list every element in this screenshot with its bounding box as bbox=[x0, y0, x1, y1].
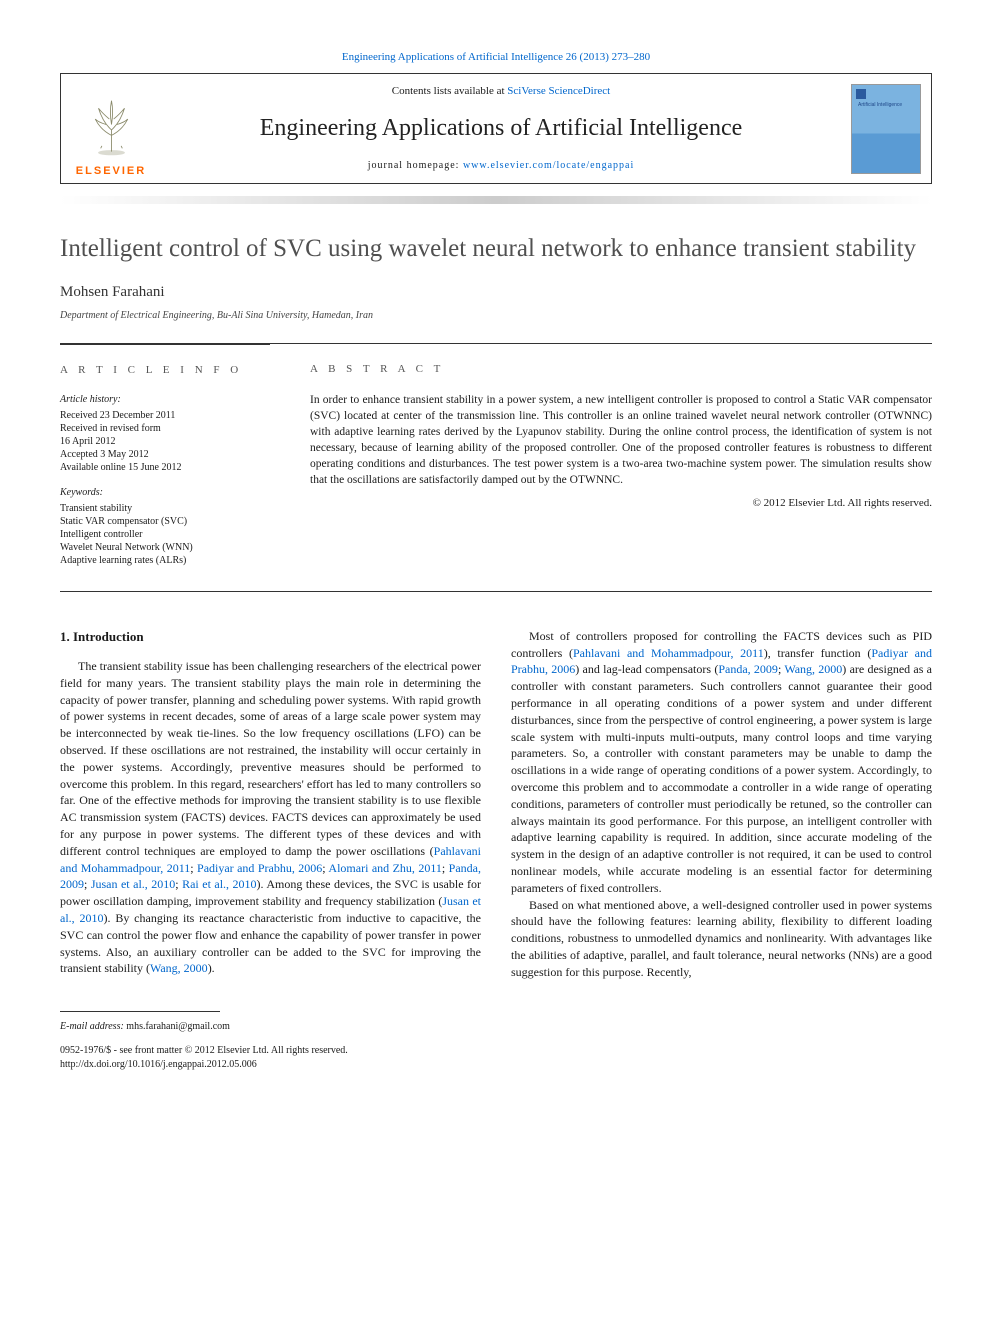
citation-link[interactable]: Alomari and Zhu, 2011 bbox=[328, 861, 442, 875]
elsevier-tree-icon bbox=[76, 90, 146, 160]
keyword-item: Transient stability bbox=[60, 502, 270, 515]
citation-link[interactable]: Jusan et al., 2010 bbox=[91, 877, 175, 891]
article-title: Intelligent control of SVC using wavelet… bbox=[60, 234, 932, 264]
footer-rule bbox=[60, 1011, 220, 1012]
body-paragraph: Based on what mentioned above, a well-de… bbox=[511, 897, 932, 981]
footer-block: E-mail address: mhs.farahani@gmail.com 0… bbox=[60, 1020, 932, 1072]
citation-link[interactable]: Panda, 2009 bbox=[718, 662, 778, 676]
article-info-block: A R T I C L E I N F O Article history: R… bbox=[60, 344, 270, 566]
contents-available-line: Contents lists available at SciVerse Sci… bbox=[181, 84, 821, 99]
author-affiliation: Department of Electrical Engineering, Bu… bbox=[60, 309, 932, 323]
homepage-url[interactable]: www.elsevier.com/locate/engappai bbox=[463, 160, 634, 171]
abstract-heading: A B S T R A C T bbox=[310, 362, 932, 377]
elsevier-logo-block: ELSEVIER bbox=[61, 74, 161, 183]
header-center: Contents lists available at SciVerse Sci… bbox=[161, 74, 841, 183]
abstract-block: A B S T R A C T In order to enhance tran… bbox=[310, 362, 932, 566]
article-info-heading: A R T I C L E I N F O bbox=[60, 363, 270, 378]
author-email[interactable]: mhs.farahani@gmail.com bbox=[124, 1021, 230, 1032]
email-label: E-mail address: bbox=[60, 1021, 124, 1032]
body-columns: 1. Introduction The transient stability … bbox=[60, 628, 932, 981]
journal-header-box: ELSEVIER Contents lists available at Sci… bbox=[60, 73, 932, 184]
keyword-item: Intelligent controller bbox=[60, 528, 270, 541]
citation-link[interactable]: Wang, 2000 bbox=[784, 662, 842, 676]
author-name: Mohsen Farahani bbox=[60, 282, 932, 303]
contents-prefix: Contents lists available at bbox=[392, 85, 507, 97]
journal-name: Engineering Applications of Artificial I… bbox=[181, 112, 821, 146]
history-item: Received in revised form bbox=[60, 422, 270, 435]
body-paragraph: The transient stability issue has been c… bbox=[60, 658, 481, 977]
issn-line: 0952-1976/$ - see front matter © 2012 El… bbox=[60, 1044, 932, 1058]
journal-cover-thumb: Artificial Intelligence bbox=[841, 74, 931, 183]
abstract-text: In order to enhance transient stability … bbox=[310, 392, 932, 489]
body-paragraph: Most of controllers proposed for control… bbox=[511, 628, 932, 897]
keywords-label: Keywords: bbox=[60, 486, 270, 500]
journal-reference[interactable]: Engineering Applications of Artificial I… bbox=[60, 50, 932, 65]
doi-line[interactable]: http://dx.doi.org/10.1016/j.engappai.201… bbox=[60, 1058, 932, 1072]
homepage-line: journal homepage: www.elsevier.com/locat… bbox=[181, 159, 821, 173]
header-underline bbox=[60, 196, 932, 204]
abstract-copyright: © 2012 Elsevier Ltd. All rights reserved… bbox=[310, 496, 932, 511]
citation-link[interactable]: Wang, 2000 bbox=[150, 961, 208, 975]
section-heading: 1. Introduction bbox=[60, 628, 481, 646]
citation-link[interactable]: Pahlavani and Mohammadpour, 2011 bbox=[573, 646, 764, 660]
elsevier-wordmark: ELSEVIER bbox=[76, 164, 146, 179]
history-label: Article history: bbox=[60, 393, 270, 407]
history-item: Accepted 3 May 2012 bbox=[60, 448, 270, 461]
cover-title-text: Artificial Intelligence bbox=[858, 103, 914, 109]
citation-link[interactable]: Padiyar and Prabhu, 2006 bbox=[197, 861, 322, 875]
keyword-item: Static VAR compensator (SVC) bbox=[60, 515, 270, 528]
sciencedirect-link[interactable]: SciVerse ScienceDirect bbox=[507, 85, 610, 97]
citation-link[interactable]: Rai et al., 2010 bbox=[182, 877, 256, 891]
homepage-prefix: journal homepage: bbox=[368, 160, 463, 171]
history-item: Available online 15 June 2012 bbox=[60, 461, 270, 474]
history-item: Received 23 December 2011 bbox=[60, 409, 270, 422]
keyword-item: Adaptive learning rates (ALRs) bbox=[60, 554, 270, 567]
history-item: 16 April 2012 bbox=[60, 435, 270, 448]
keyword-item: Wavelet Neural Network (WNN) bbox=[60, 541, 270, 554]
